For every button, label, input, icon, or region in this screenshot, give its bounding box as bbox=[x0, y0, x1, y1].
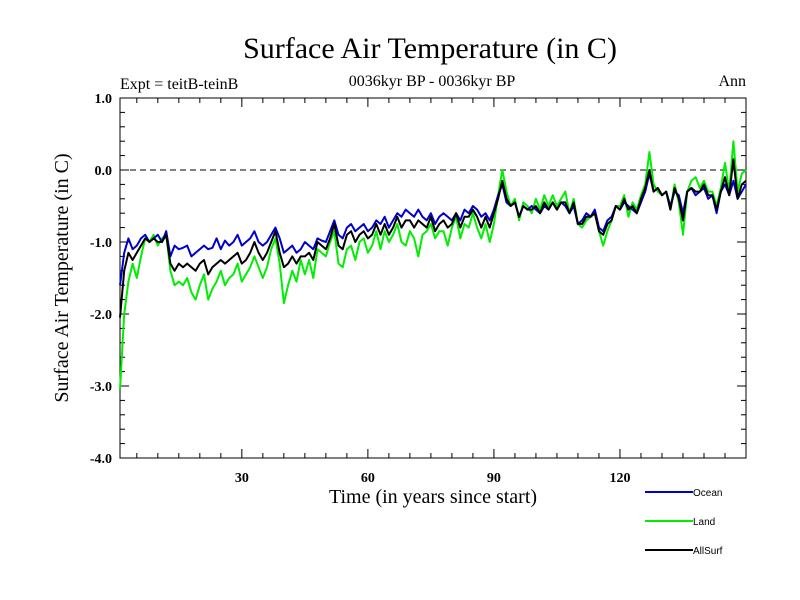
legend-label-allsurf: AllSurf bbox=[693, 546, 723, 557]
series-line-ocean bbox=[119, 172, 747, 286]
x-tick-label: 60 bbox=[361, 471, 375, 486]
chart-subtitle: 0036kyr BP - 0036kyr BP bbox=[349, 73, 516, 90]
y-axis-label: Surface Air Temperature (in C) bbox=[51, 153, 73, 402]
series-line-allsurf bbox=[119, 158, 747, 318]
plot-frame bbox=[119, 97, 747, 459]
legend-label-ocean: Ocean bbox=[693, 488, 722, 499]
series-group bbox=[119, 140, 747, 390]
x-axis-label: Time (in years since start) bbox=[329, 486, 537, 508]
y-tick-label: -3.0 bbox=[90, 380, 112, 395]
period-label: Ann bbox=[718, 73, 746, 90]
y-tick-label: 1.0 bbox=[95, 92, 113, 107]
legend: Ocean Land AllSurf bbox=[645, 488, 723, 557]
y-tick-label: 0.0 bbox=[95, 164, 113, 179]
x-tick-label: 30 bbox=[235, 471, 249, 486]
x-tick-label: 120 bbox=[609, 471, 630, 486]
expt-label: Expt = teitB-teinB bbox=[120, 76, 238, 93]
x-tick-label: 90 bbox=[487, 471, 501, 486]
y-tick-label: -2.0 bbox=[90, 308, 112, 323]
y-tick-label: -1.0 bbox=[90, 236, 112, 251]
x-axis: 30 60 90 120 bbox=[136, 98, 726, 486]
chart-title: Surface Air Temperature (in C) bbox=[243, 32, 617, 65]
legend-label-land: Land bbox=[693, 517, 715, 528]
y-tick-label: -4.0 bbox=[90, 452, 112, 467]
series-line-land bbox=[119, 140, 747, 390]
y-axis: -4.0 -3.0 -2.0 -1.0 0.0 1.0 bbox=[90, 92, 746, 467]
